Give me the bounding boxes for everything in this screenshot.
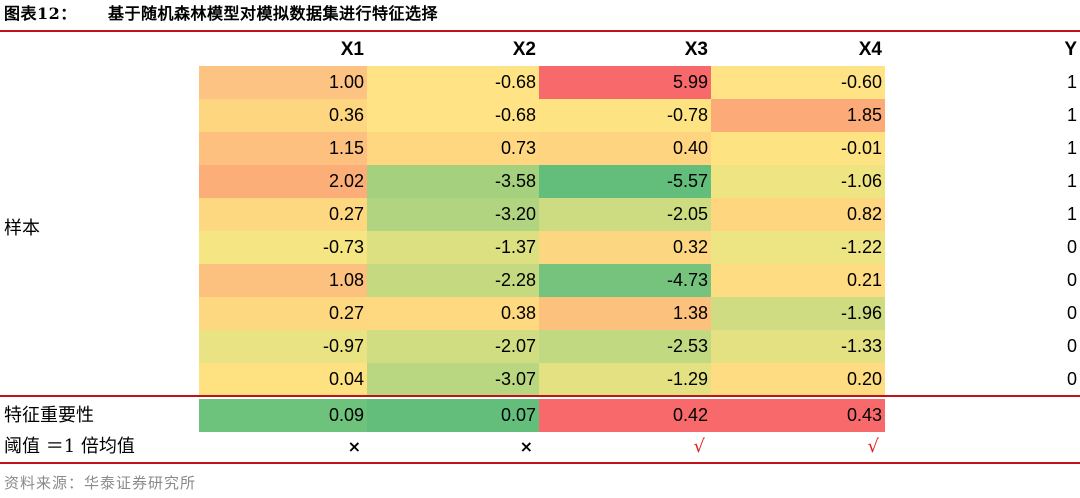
value-cell-y: 1 bbox=[1066, 204, 1077, 224]
bottom-rule bbox=[0, 462, 1080, 464]
value-cell-x2: -0.68 bbox=[367, 66, 539, 99]
check-mark-icon: √ bbox=[693, 436, 705, 457]
value-cell-x3: 1.38 bbox=[539, 297, 711, 330]
value-cell-x4: 0.82 bbox=[711, 198, 885, 231]
value-cell-x1: 2.02 bbox=[199, 165, 367, 198]
value-cell-x1: 0.27 bbox=[199, 297, 367, 330]
value-cell-x3: 5.99 bbox=[539, 66, 711, 99]
value-cell-x3: -0.78 bbox=[539, 99, 711, 132]
value-cell-x3: 0.40 bbox=[539, 132, 711, 165]
value-cell-x2: -3.20 bbox=[367, 198, 539, 231]
value-cell-x3: -2.53 bbox=[539, 330, 711, 363]
value-cell-x1: 0.36 bbox=[199, 99, 367, 132]
value-cell-y: 1 bbox=[1066, 138, 1077, 158]
value-cell-x4: -0.60 bbox=[711, 66, 885, 99]
check-mark-icon: √ bbox=[867, 436, 879, 457]
figure-title: 图表12： 基于随机森林模型对模拟数据集进行特征选择 bbox=[4, 2, 438, 26]
header-x3: X3 bbox=[684, 39, 708, 60]
importance-cell-x3: 0.42 bbox=[539, 399, 711, 432]
value-cell-x4: -1.22 bbox=[711, 231, 885, 264]
sample-row: 0.04 -3.07 -1.29 0.20 0 bbox=[0, 363, 1080, 396]
figure-caption: 基于随机森林模型对模拟数据集进行特征选择 bbox=[108, 4, 439, 23]
value-cell-y: 0 bbox=[1066, 369, 1077, 389]
source-note: 资料来源：华泰证券研究所 bbox=[4, 474, 197, 492]
sample-row: 0.36 -0.68 -0.78 1.85 1 bbox=[0, 99, 1080, 132]
threshold-label: 阈值 ＝1 倍均值 bbox=[4, 436, 135, 457]
value-cell-x2: 0.73 bbox=[367, 132, 539, 165]
sample-row: -0.97 -2.07 -2.53 -1.33 0 bbox=[0, 330, 1080, 363]
header-row: X1 X2 X3 X4 Y bbox=[0, 33, 1080, 66]
sample-row: 1.08 -2.28 -4.73 0.21 0 bbox=[0, 264, 1080, 297]
sample-row: 0.27 0.38 1.38 -1.96 0 bbox=[0, 297, 1080, 330]
importance-cell-x1: 0.09 bbox=[199, 399, 367, 432]
header-x2: X2 bbox=[512, 39, 536, 60]
value-cell-x1: -0.97 bbox=[199, 330, 367, 363]
value-cell-y: 0 bbox=[1066, 270, 1077, 290]
value-cell-x3: -4.73 bbox=[539, 264, 711, 297]
value-cell-x2: -3.07 bbox=[367, 363, 539, 396]
value-cell-x1: 0.04 bbox=[199, 363, 367, 396]
value-cell-x4: -1.06 bbox=[711, 165, 885, 198]
sample-row: 0.27 -3.20 -2.05 0.82 1 bbox=[0, 198, 1080, 231]
value-cell-x2: 0.38 bbox=[367, 297, 539, 330]
sample-row: 2.02 -3.58 -5.57 -1.06 1 bbox=[0, 165, 1080, 198]
header-y: Y bbox=[1064, 39, 1077, 60]
value-cell-x2: -2.28 bbox=[367, 264, 539, 297]
header-x1: X1 bbox=[340, 39, 364, 60]
cross-mark-icon: × bbox=[347, 437, 361, 456]
value-cell-x4: 0.20 bbox=[711, 363, 885, 396]
value-cell-x3: -2.05 bbox=[539, 198, 711, 231]
top-rule bbox=[0, 30, 1080, 32]
sample-row: -0.73 -1.37 0.32 -1.22 0 bbox=[0, 231, 1080, 264]
value-cell-x3: -5.57 bbox=[539, 165, 711, 198]
sample-label: 样本 bbox=[4, 218, 40, 239]
value-cell-x1: -0.73 bbox=[199, 231, 367, 264]
value-cell-x4: -1.96 bbox=[711, 297, 885, 330]
value-cell-x4: 1.85 bbox=[711, 99, 885, 132]
value-cell-x2: -2.07 bbox=[367, 330, 539, 363]
value-cell-x3: -1.29 bbox=[539, 363, 711, 396]
value-cell-x2: -0.68 bbox=[367, 99, 539, 132]
value-cell-x3: 0.32 bbox=[539, 231, 711, 264]
value-cell-x2: -3.58 bbox=[367, 165, 539, 198]
figure-number: 图表12： bbox=[4, 4, 77, 23]
sample-row: 1.00 -0.68 5.99 -0.60 1 bbox=[0, 66, 1080, 99]
cross-mark-icon: × bbox=[519, 437, 533, 456]
value-cell-x4: 0.21 bbox=[711, 264, 885, 297]
value-cell-x2: -1.37 bbox=[367, 231, 539, 264]
value-cell-x1: 1.15 bbox=[199, 132, 367, 165]
importance-row: 0.09 0.07 0.42 0.43 bbox=[0, 399, 1080, 432]
value-cell-x1: 1.00 bbox=[199, 66, 367, 99]
value-cell-y: 1 bbox=[1066, 171, 1077, 191]
importance-label: 特征重要性 bbox=[4, 405, 94, 426]
value-cell-x1: 1.08 bbox=[199, 264, 367, 297]
mid-rule bbox=[0, 395, 1080, 397]
sample-row: 1.15 0.73 0.40 -0.01 1 bbox=[0, 132, 1080, 165]
value-cell-y: 0 bbox=[1066, 303, 1077, 323]
value-cell-x4: -1.33 bbox=[711, 330, 885, 363]
value-cell-y: 1 bbox=[1066, 72, 1077, 92]
value-cell-x1: 0.27 bbox=[199, 198, 367, 231]
value-cell-x4: -0.01 bbox=[711, 132, 885, 165]
value-cell-y: 1 bbox=[1066, 105, 1077, 125]
value-cell-y: 0 bbox=[1066, 336, 1077, 356]
value-cell-y: 0 bbox=[1066, 237, 1077, 257]
header-x4: X4 bbox=[858, 39, 882, 60]
importance-cell-x4: 0.43 bbox=[711, 399, 885, 432]
importance-cell-x2: 0.07 bbox=[367, 399, 539, 432]
